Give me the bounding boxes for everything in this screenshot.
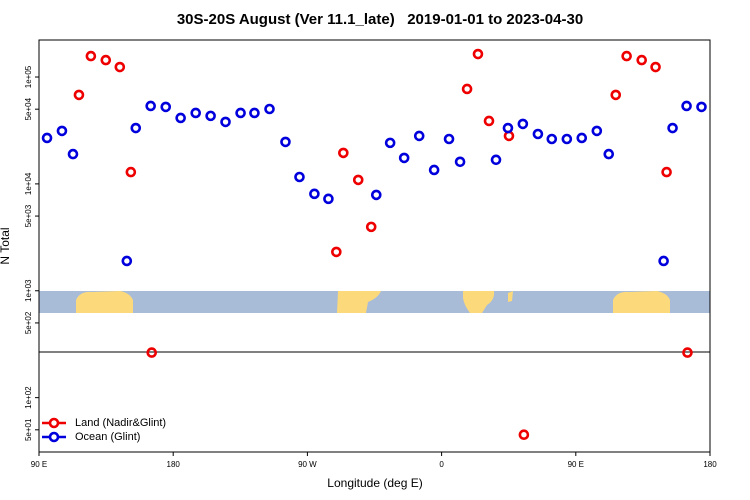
- legend-label: Ocean (Glint): [75, 431, 140, 443]
- point: [610, 89, 622, 101]
- chart-title: 30S-20S August (Ver 11.1_late) 2019-01-0…: [177, 11, 583, 28]
- point: [591, 125, 603, 137]
- land-shape: [463, 291, 495, 313]
- y-tick-label: 1e+02: [24, 386, 33, 409]
- point: [338, 147, 349, 159]
- x-tick-label: 90 E: [31, 460, 47, 469]
- point: [146, 347, 158, 358]
- plot-frame: [38, 39, 711, 453]
- point: [235, 107, 246, 119]
- point: [443, 133, 455, 145]
- legend-marker: [48, 417, 60, 429]
- point: [160, 101, 172, 113]
- x-tick-label: 90 E: [568, 460, 584, 469]
- point: [483, 115, 495, 127]
- point: [205, 110, 216, 122]
- point: [603, 148, 615, 160]
- series: [41, 100, 707, 267]
- series: [73, 48, 693, 441]
- point: [461, 83, 473, 95]
- y-tick-label: 5e+01: [24, 418, 33, 441]
- legend-marker: [48, 431, 60, 443]
- y-tick-label: 1e+05: [24, 65, 33, 88]
- point: [249, 107, 260, 119]
- point: [294, 171, 305, 183]
- point: [428, 164, 440, 176]
- point: [352, 174, 364, 186]
- point: [490, 154, 502, 166]
- y-tick-label: 1e+03: [24, 279, 33, 302]
- point: [56, 125, 68, 137]
- map-band: [39, 291, 710, 313]
- y-tick-label: 1e+04: [24, 172, 33, 195]
- point: [121, 255, 133, 267]
- point: [264, 103, 275, 115]
- y-tick-label: 5e+03: [24, 204, 33, 227]
- point: [650, 61, 661, 73]
- point: [661, 166, 672, 178]
- point: [696, 101, 707, 113]
- point: [41, 132, 53, 144]
- point: [175, 112, 186, 124]
- y-axis-label: N Total: [0, 227, 12, 264]
- point: [398, 152, 410, 164]
- point: [125, 166, 137, 178]
- ocean-band: [39, 291, 710, 313]
- legend-label: Land (Nadir&Glint): [75, 417, 166, 429]
- point: [532, 128, 544, 140]
- point: [114, 61, 126, 73]
- point: [502, 122, 514, 134]
- y-tick-label: 5e+04: [24, 97, 33, 120]
- point: [576, 132, 588, 144]
- point: [190, 107, 202, 119]
- point: [370, 189, 382, 201]
- point: [517, 118, 529, 130]
- point: [73, 89, 85, 101]
- point: [67, 148, 79, 160]
- legend: Land (Nadir&Glint) Ocean (Glint): [42, 417, 166, 443]
- x-axis-label: Longitude (deg E): [327, 476, 422, 490]
- y-tick-label: 5e+02: [24, 311, 33, 334]
- point: [130, 122, 142, 134]
- point: [561, 133, 573, 145]
- point: [667, 122, 678, 134]
- point: [365, 221, 377, 233]
- x-tick-label: 180: [703, 460, 717, 469]
- point: [546, 133, 558, 145]
- point: [220, 116, 231, 128]
- point: [323, 193, 334, 205]
- point: [100, 54, 112, 66]
- point: [658, 255, 669, 267]
- point: [636, 54, 648, 66]
- land-shape: [508, 291, 513, 302]
- point: [681, 100, 692, 112]
- point: [384, 137, 396, 149]
- point: [472, 48, 484, 60]
- point: [331, 246, 342, 258]
- land-shape: [613, 291, 670, 313]
- point: [145, 100, 156, 112]
- point: [621, 50, 632, 62]
- point: [413, 130, 425, 142]
- point: [309, 188, 320, 200]
- point: [454, 156, 466, 168]
- point: [682, 347, 693, 358]
- point: [280, 136, 291, 148]
- x-tick-label: 90 W: [298, 460, 317, 469]
- x-tick-label: 0: [439, 460, 444, 469]
- x-tick-label: 180: [167, 460, 181, 469]
- land-shape: [337, 291, 381, 313]
- point: [85, 50, 97, 62]
- land-shape: [76, 291, 133, 313]
- point: [518, 429, 530, 441]
